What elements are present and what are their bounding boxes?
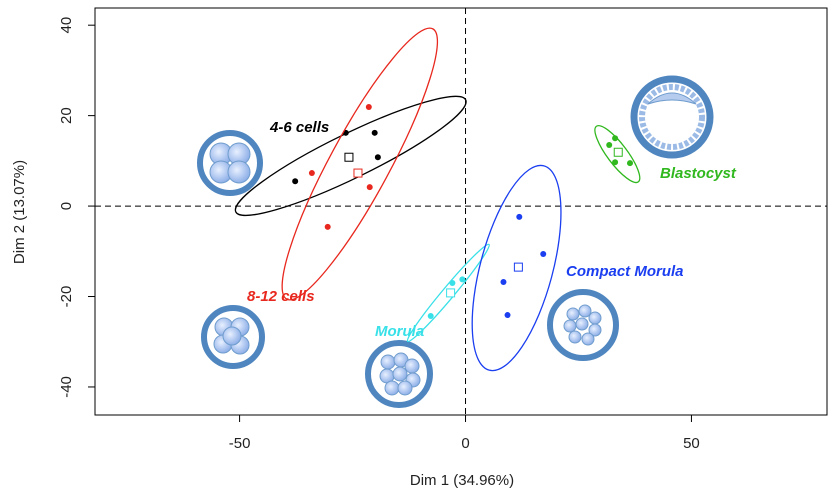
y-tick-label: 0 [58, 202, 75, 210]
centroid [614, 148, 622, 156]
icon-morula [368, 343, 430, 405]
point [366, 104, 372, 110]
point [309, 170, 315, 176]
icon-blastocyst [634, 79, 710, 155]
y-axis-label: Dim 2 (13.07%) [11, 160, 28, 264]
centroid [447, 289, 455, 297]
icon-compact-morula [550, 292, 616, 358]
point [516, 214, 522, 220]
y-tick-label: 20 [58, 107, 75, 124]
point [449, 280, 455, 286]
x-tick-label: 0 [461, 435, 469, 452]
centroid [514, 263, 522, 271]
point [292, 178, 298, 184]
y-tick-label: 40 [58, 17, 75, 34]
group-label: Compact Morula [566, 263, 684, 280]
icon-4-cells [200, 133, 260, 193]
point [375, 154, 381, 160]
point [540, 251, 546, 257]
point [372, 130, 378, 136]
point [627, 160, 633, 166]
point [459, 276, 465, 282]
centroid [345, 153, 353, 161]
chart: Dim 1 (34.96%) Dim 2 (13.07%) -50 0 50 -40 -… [0, 0, 829, 502]
series-group: 4-6 cells [226, 80, 475, 232]
icon-8-cells [204, 308, 262, 366]
group-label: 4-6 cells [269, 119, 329, 136]
point [500, 279, 506, 285]
y-tick-label: -20 [58, 286, 75, 308]
point [505, 312, 511, 318]
point [612, 135, 618, 141]
point [606, 142, 612, 148]
plot-frame [95, 8, 827, 415]
y-tick-label: -40 [58, 376, 75, 398]
group-label: Morula [375, 323, 424, 340]
centroid [354, 169, 362, 177]
point [428, 313, 434, 319]
x-tick-label: -50 [229, 435, 251, 452]
x-tick-label: 50 [683, 435, 700, 452]
x-axis-label: Dim 1 (34.96%) [410, 472, 514, 489]
series-group: Morula [375, 241, 494, 345]
group-label: Blastocyst [660, 165, 737, 182]
point [367, 184, 373, 190]
point [612, 159, 618, 165]
series-group: 8-12 cells [247, 15, 459, 314]
group-label: 8-12 cells [247, 288, 315, 305]
point [325, 224, 331, 230]
